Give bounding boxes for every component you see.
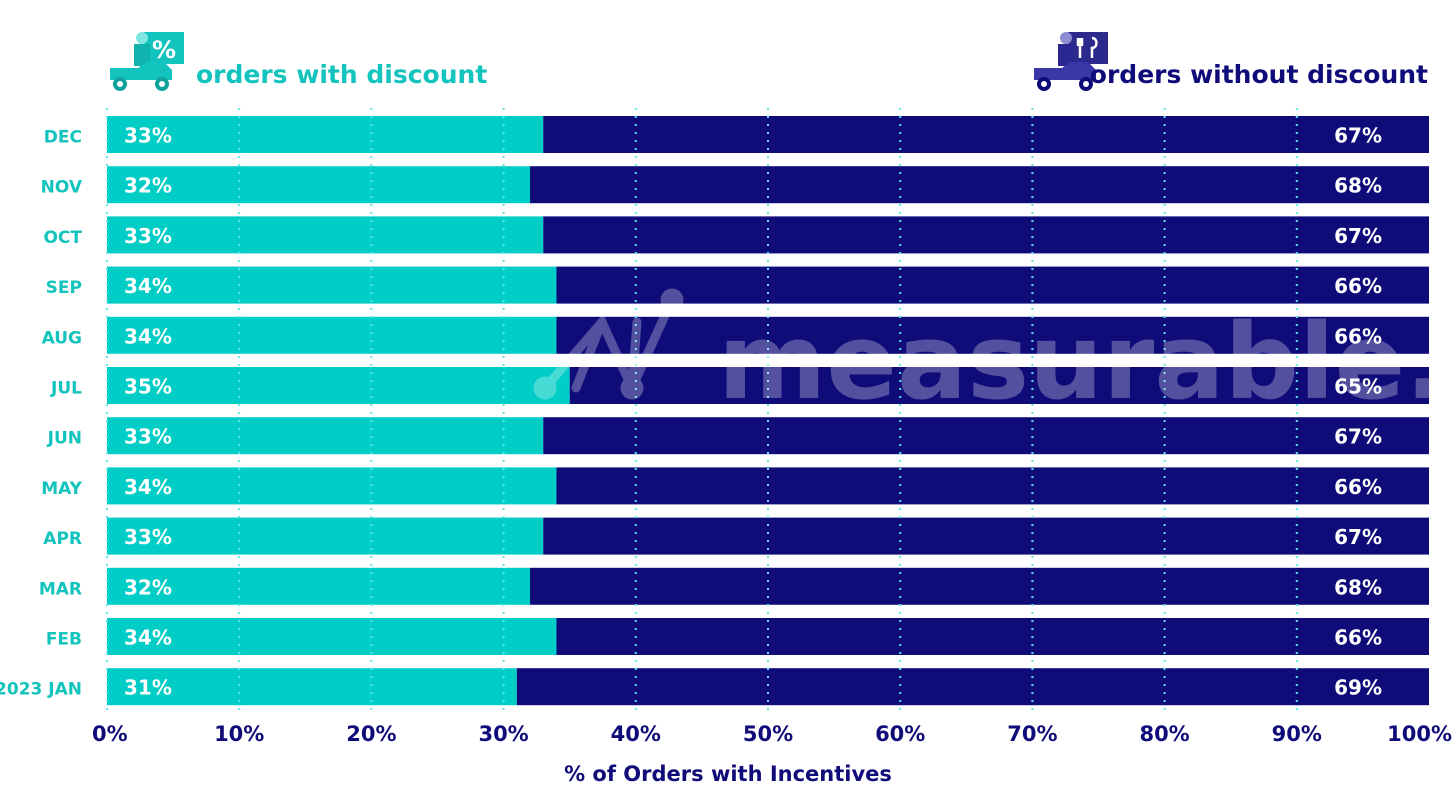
discount-scooter-icon: % <box>110 32 184 91</box>
data-label-with-discount: 34% <box>124 475 172 499</box>
category-label: MAR <box>39 579 82 599</box>
category-label: 2023 JAN <box>0 680 82 700</box>
data-label-with-discount: 35% <box>124 375 172 399</box>
bar-with-discount <box>107 216 544 254</box>
bar-without-discount <box>543 517 1429 555</box>
x-tick-label: 90% <box>1272 722 1322 746</box>
category-label: JUL <box>50 379 82 399</box>
data-label-without-discount: 67% <box>1334 525 1382 549</box>
bar-without-discount <box>530 567 1429 605</box>
bar-with-discount <box>107 367 570 404</box>
category-label: SEP <box>46 278 82 298</box>
bar-with-discount <box>107 417 544 455</box>
x-tick-label: 10% <box>214 722 264 746</box>
watermark: measurable.ai <box>533 288 1456 423</box>
category-label: JUN <box>47 429 82 449</box>
legend-without-discount: orders without discount <box>1089 60 1428 89</box>
bar-without-discount <box>543 116 1429 153</box>
x-tick-label: 0% <box>92 722 128 746</box>
category-label: AUG <box>42 328 82 348</box>
no-discount-scooter-icon <box>1034 32 1108 91</box>
x-tick-label: 60% <box>875 722 925 746</box>
data-label-without-discount: 67% <box>1334 224 1382 248</box>
data-label-without-discount: 69% <box>1334 676 1382 700</box>
data-label-without-discount: 68% <box>1334 174 1382 198</box>
bar-with-discount <box>107 618 557 655</box>
data-label-without-discount: 66% <box>1334 626 1382 650</box>
data-label-with-discount: 32% <box>124 575 172 599</box>
data-label-without-discount: 66% <box>1334 324 1382 348</box>
category-label: FEB <box>46 630 82 650</box>
data-label-with-discount: 33% <box>124 425 172 449</box>
data-label-without-discount: 68% <box>1334 575 1382 599</box>
bar-without-discount <box>556 316 1429 354</box>
data-label-with-discount: 31% <box>124 676 172 700</box>
bar-without-discount <box>543 216 1429 254</box>
category-label: OCT <box>43 228 82 248</box>
data-label-with-discount: 33% <box>124 525 172 549</box>
bar-with-discount <box>107 517 544 555</box>
bar-with-discount <box>107 166 531 204</box>
data-label-without-discount: 66% <box>1334 475 1382 499</box>
bar-with-discount <box>107 668 517 706</box>
data-label-with-discount: 34% <box>124 274 172 298</box>
category-label: NOV <box>41 178 83 198</box>
x-tick-label: 20% <box>346 722 396 746</box>
measurable-logo-icon <box>533 288 684 400</box>
bar-with-discount <box>107 316 557 354</box>
bar-with-discount <box>107 116 544 153</box>
bar-without-discount <box>556 618 1429 655</box>
data-label-with-discount: 32% <box>124 174 172 198</box>
data-label-with-discount: 33% <box>124 124 172 148</box>
data-label-without-discount: 66% <box>1334 274 1382 298</box>
svg-text:%: % <box>152 36 176 64</box>
x-tick-label: 100% <box>1387 722 1452 746</box>
data-label-with-discount: 34% <box>124 626 172 650</box>
x-tick-label: 70% <box>1007 722 1057 746</box>
category-label: APR <box>43 529 82 549</box>
category-label: DEC <box>44 128 82 148</box>
x-tick-label: 30% <box>478 722 528 746</box>
bar-without-discount <box>530 166 1429 204</box>
data-label-without-discount: 67% <box>1334 124 1382 148</box>
x-tick-label: 40% <box>611 722 661 746</box>
bar-without-discount <box>543 417 1429 455</box>
legend-with-discount: orders with discount <box>196 60 488 89</box>
bar-with-discount <box>107 266 557 304</box>
bar-without-discount <box>569 367 1429 404</box>
x-axis-title: % of Orders with Incentives <box>564 762 892 786</box>
bar-without-discount <box>556 266 1429 304</box>
data-label-without-discount: 65% <box>1334 375 1382 399</box>
bar-with-discount <box>107 467 557 505</box>
data-label-without-discount: 67% <box>1334 425 1382 449</box>
data-label-with-discount: 33% <box>124 224 172 248</box>
x-tick-label: 80% <box>1139 722 1189 746</box>
watermark-text: measurable.ai <box>718 301 1456 423</box>
bar-without-discount <box>556 467 1429 505</box>
category-label: MAY <box>41 479 82 499</box>
bar-with-discount <box>107 567 531 605</box>
x-tick-label: 50% <box>743 722 793 746</box>
data-label-with-discount: 34% <box>124 324 172 348</box>
bar-without-discount <box>516 668 1429 706</box>
